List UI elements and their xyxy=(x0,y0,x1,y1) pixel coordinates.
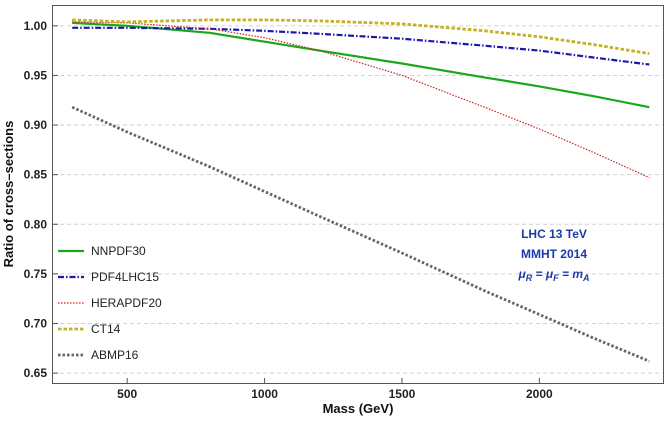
x-tick-label: 2000 xyxy=(526,387,553,401)
annot-eq-1: = xyxy=(532,267,546,281)
series-line-ct14 xyxy=(72,18,650,55)
annotation-block: LHC 13 TeV MMHT 2014 μR = μF = mA xyxy=(517,227,589,283)
y-axis-label: Ratio of cross–sections xyxy=(1,121,16,268)
y-tick-label: 0.90 xyxy=(24,118,48,132)
annot-m: m xyxy=(572,267,583,281)
series-line-abmp16 xyxy=(71,105,650,363)
plot-frame xyxy=(52,5,664,384)
legend-label-nnpdf30: NNPDF30 xyxy=(91,244,146,258)
series-layer xyxy=(71,18,650,363)
y-tick-label: 0.95 xyxy=(24,68,48,82)
y-tick-label: 0.80 xyxy=(24,217,48,231)
annot-sub-a: A xyxy=(582,273,590,283)
annotation-pdf-set: MMHT 2014 xyxy=(521,247,587,261)
y-tick-label: 1.00 xyxy=(24,19,48,33)
x-tick-label: 1000 xyxy=(251,387,278,401)
y-tick-label: 0.85 xyxy=(24,168,48,182)
grid-lines xyxy=(53,25,663,374)
x-tick-label: 1500 xyxy=(389,387,416,401)
series-line-herapdf20 xyxy=(72,21,650,179)
legend-label-herapdf20: HERAPDF20 xyxy=(91,296,162,310)
series-line-pdf4lhc15 xyxy=(72,26,650,66)
y-tick-label: 0.70 xyxy=(24,316,48,330)
legend: NNPDF30 PDF4LHC15 HERAPDF20 CT14 ABMP16 xyxy=(58,244,162,362)
y-tick-label: 0.65 xyxy=(24,366,48,380)
legend-label-abmp16: ABMP16 xyxy=(91,348,139,362)
x-tick-label: 500 xyxy=(117,387,137,401)
annot-mu-r: μ xyxy=(517,267,526,281)
annot-sub-f: F xyxy=(553,273,559,283)
annotation-collider: LHC 13 TeV xyxy=(521,227,587,241)
y-tick-label: 0.75 xyxy=(24,267,48,281)
annotation-scales: μR = μF = mA xyxy=(517,267,589,283)
legend-label-pdf4lhc15: PDF4LHC15 xyxy=(91,270,159,284)
annot-eq-2: = xyxy=(559,267,573,281)
x-axis-label: Mass (GeV) xyxy=(323,401,394,416)
annot-sub-r: R xyxy=(526,273,533,283)
axis-ticks: 0.65 0.70 0.75 0.80 0.85 0.90 0.95 1.00 500 1000 1… xyxy=(24,19,553,401)
annot-mu-f: μ xyxy=(545,267,554,281)
legend-label-ct14: CT14 xyxy=(91,322,121,336)
